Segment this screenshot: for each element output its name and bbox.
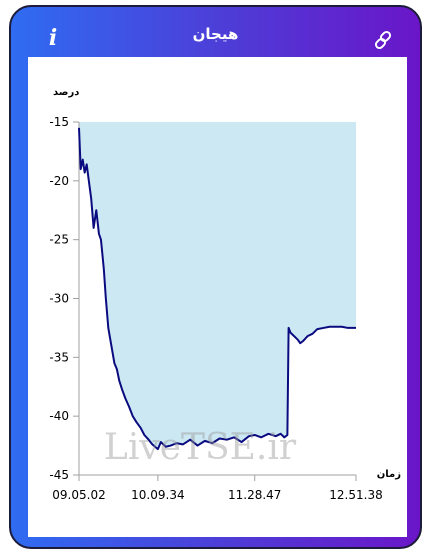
y-tick-label: -25 bbox=[49, 233, 69, 247]
link-icon bbox=[374, 30, 392, 50]
x-tick-label: 10.09.34 bbox=[131, 488, 184, 502]
y-axis-label: درصد bbox=[53, 87, 79, 98]
x-axis-label: زمان bbox=[377, 469, 401, 480]
y-tick-label: -35 bbox=[49, 350, 69, 364]
link-button[interactable] bbox=[373, 30, 393, 50]
watermark-text: LiveTSE.ir bbox=[104, 427, 297, 468]
y-tick-label: -30 bbox=[49, 292, 69, 306]
y-tick-label: -15 bbox=[49, 115, 69, 129]
x-tick-label: 12.51.38 bbox=[329, 488, 382, 502]
chart-svg: -15 -20 -25 -30 -35 -40 -45 09.05.02 10.09.34 11.… bbox=[49, 87, 401, 502]
page-title: هیجان bbox=[192, 25, 239, 43]
x-tick-label: 11.28.47 bbox=[228, 488, 281, 502]
info-icon: i bbox=[48, 25, 58, 51]
info-button[interactable]: i bbox=[43, 25, 63, 51]
y-tick-label: -20 bbox=[49, 174, 69, 188]
y-tick-label: -40 bbox=[49, 409, 69, 423]
chart-area-fill bbox=[79, 122, 356, 450]
series-line bbox=[78, 127, 356, 451]
x-tick-label: 09.05.02 bbox=[52, 488, 105, 502]
header-bar: i هیجان bbox=[11, 7, 420, 59]
y-tick-label: -45 bbox=[49, 468, 69, 482]
chart-panel: -15 -20 -25 -30 -35 -40 -45 09.05.02 10.09.34 11.… bbox=[28, 57, 407, 537]
app-card: i هیجان -15 -20 -25 -30 -35 -40 -45 09.05.02 10.… bbox=[9, 5, 422, 549]
